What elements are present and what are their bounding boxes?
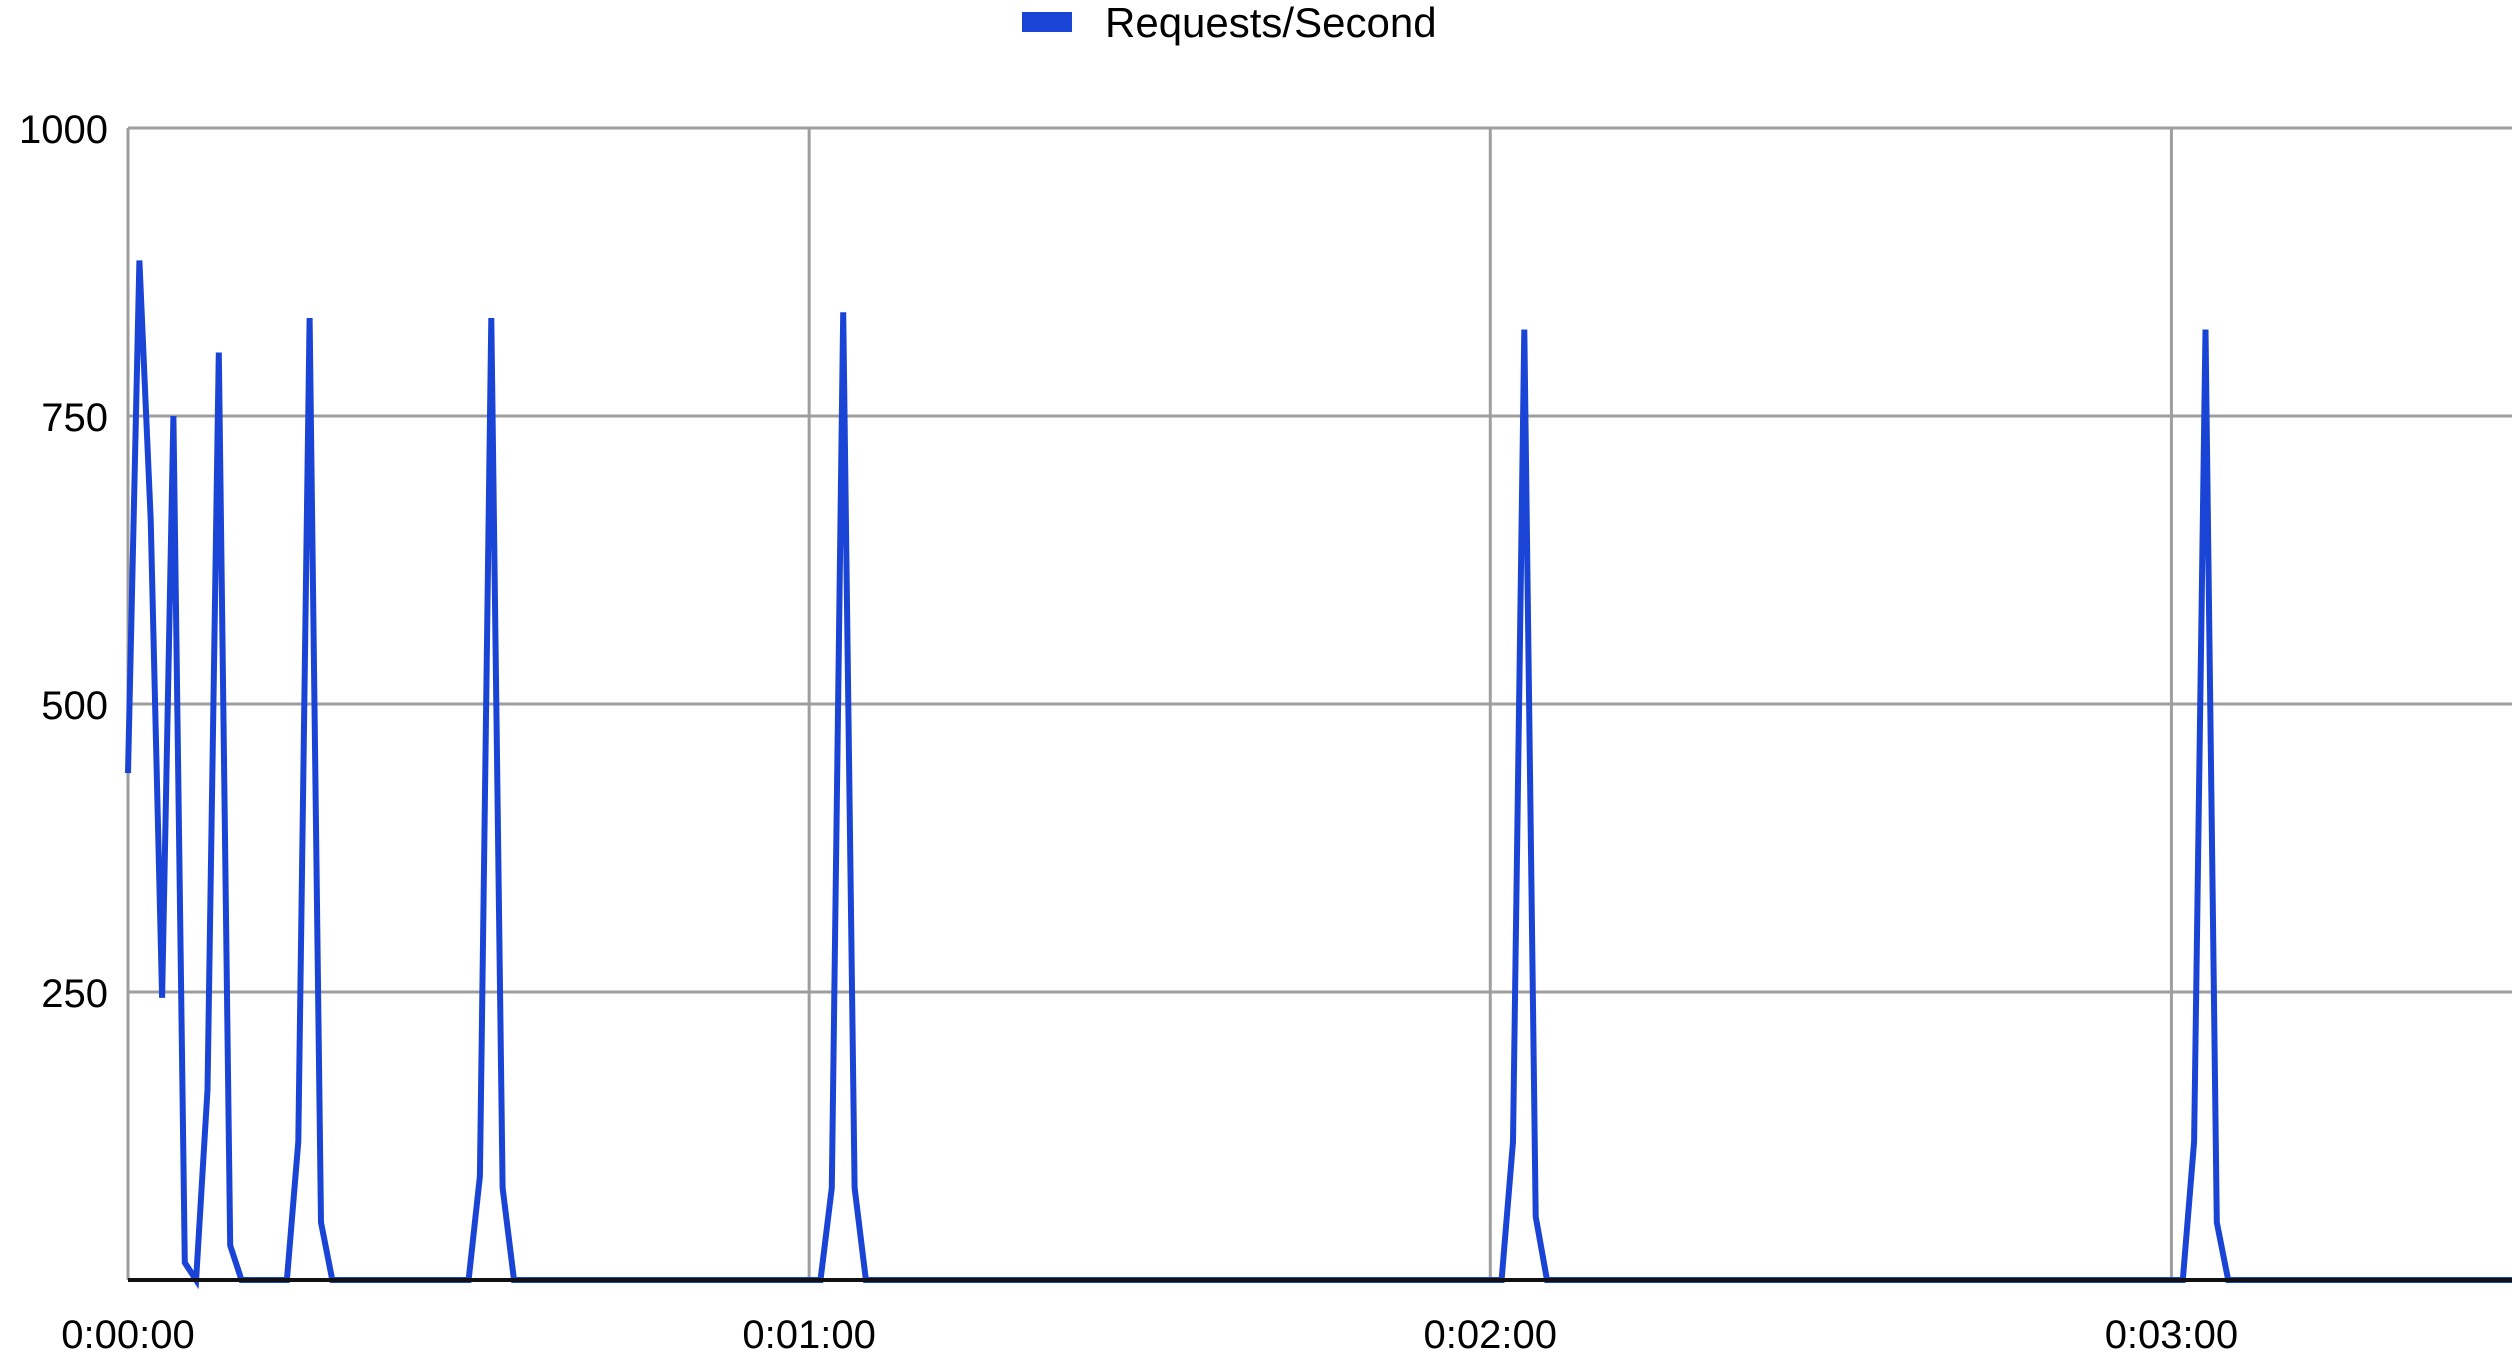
series-layer [125, 260, 2513, 1290]
series-line-requests-per-second [125, 260, 2512, 1290]
y-tick-label: 500 [41, 684, 108, 728]
legend: Requests/Second [1022, 0, 1437, 46]
legend-label: Requests/Second [1105, 0, 1437, 46]
x-tick-label: 0:02:00 [1424, 1313, 1557, 1354]
x-tick-label: 0:00:00 [61, 1313, 194, 1354]
y-axis-ticks: 250 500 750 1000 [19, 108, 108, 1016]
legend-swatch [1022, 12, 1072, 32]
y-tick-label: 750 [41, 396, 108, 440]
x-axis-ticks: 0:00:00 0:01:00 0:02:00 0:03:00 [61, 1313, 2238, 1354]
y-tick-label: 1000 [19, 108, 108, 152]
gridlines [126, 126, 2512, 1280]
x-tick-label: 0:03:00 [2105, 1313, 2238, 1354]
x-tick-label: 0:01:00 [742, 1313, 875, 1354]
y-tick-label: 250 [41, 972, 108, 1016]
